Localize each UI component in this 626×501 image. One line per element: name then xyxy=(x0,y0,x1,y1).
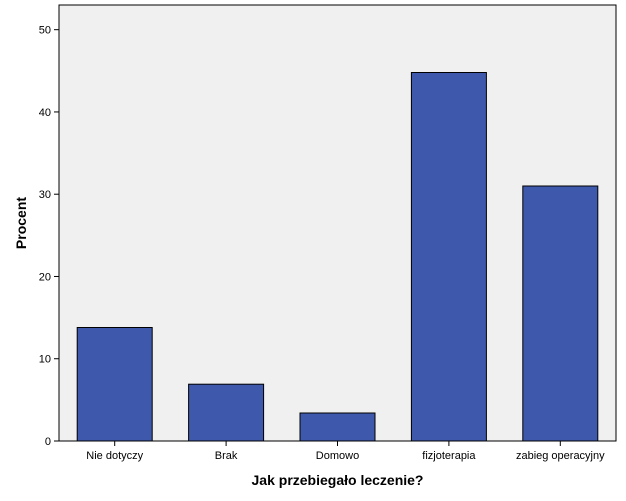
y-tick-label: 10 xyxy=(39,354,51,366)
bar xyxy=(76,327,153,442)
x-tick-label: Brak xyxy=(215,450,238,462)
bar xyxy=(410,72,487,442)
bar xyxy=(522,185,599,442)
bar xyxy=(299,412,376,442)
x-tick-label: Domowo xyxy=(316,450,359,462)
x-axis-title: Jak przebiegało leczenie? xyxy=(252,472,424,488)
x-axis: Nie dotyczy Brak Domowo fizjoterapia zabieg … xyxy=(86,441,605,462)
y-axis-title: Procent xyxy=(13,197,29,249)
x-tick-label: zabieg operacyjny xyxy=(516,450,605,462)
x-tick-label: fizjoterapia xyxy=(422,450,476,462)
y-axis: 0 10 20 30 40 50 xyxy=(39,25,59,448)
y-tick-label: 40 xyxy=(39,107,51,119)
y-tick-label: 20 xyxy=(39,271,51,283)
y-tick-label: 30 xyxy=(39,189,51,201)
bar xyxy=(188,383,265,442)
bars-group xyxy=(76,72,599,442)
y-tick-label: 50 xyxy=(39,25,51,37)
y-tick-label: 0 xyxy=(45,436,51,448)
x-tick-label: Nie dotyczy xyxy=(86,450,143,462)
